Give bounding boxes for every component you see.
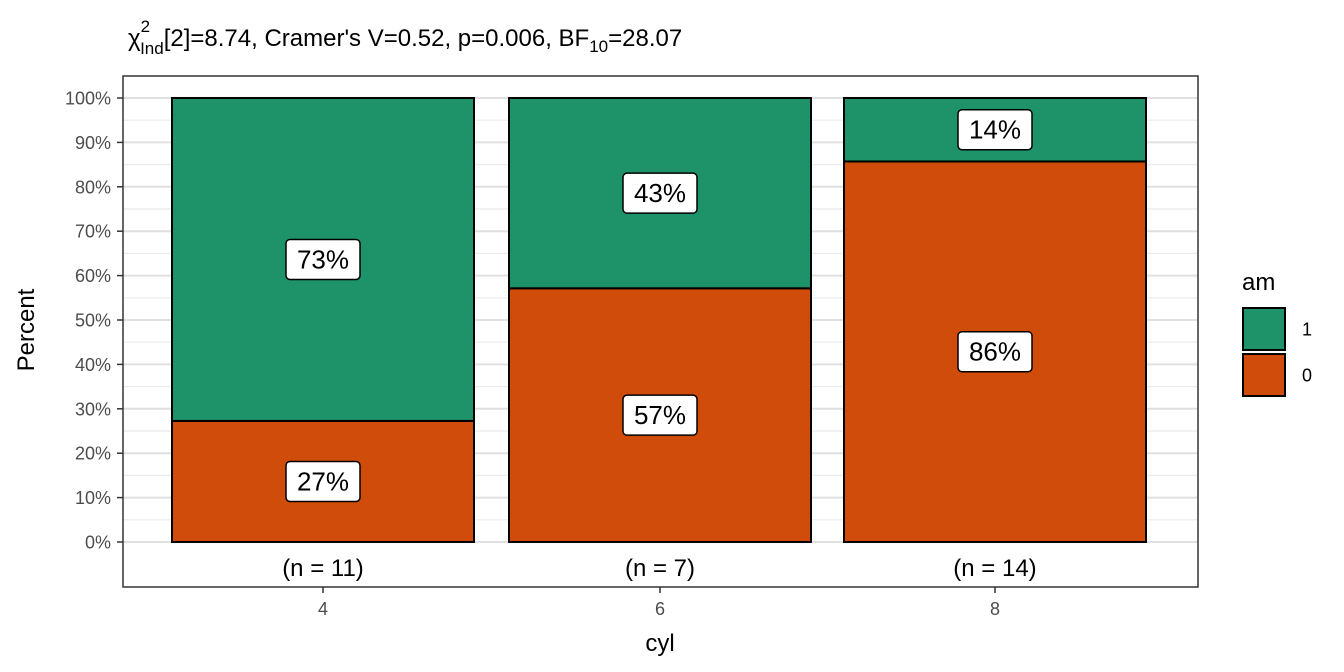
x-axis-title: cyl bbox=[645, 630, 674, 657]
chart-title-bf-sub: 10 bbox=[589, 37, 608, 56]
percent-label-6-am1: 43% bbox=[622, 172, 698, 214]
x-tick-label: 6 bbox=[655, 599, 665, 619]
y-axis-title: Percent bbox=[13, 288, 40, 371]
y-tick-label: 90% bbox=[75, 133, 111, 153]
plot-area: 0% 10% 20% 30% 40% 50% 60% 70% 80% 90% 100% 27% 73% (… bbox=[65, 75, 1199, 619]
legend: am 10 bbox=[1242, 269, 1312, 397]
y-tick-label: 40% bbox=[75, 355, 111, 375]
percent-label-text: 43% bbox=[634, 178, 686, 208]
chart-title-main: [2]=8.74, Cramer's V=0.52, p=0.006, BF bbox=[164, 25, 590, 52]
y-tick-label: 0% bbox=[85, 533, 111, 553]
percent-label-8-am1: 14% bbox=[957, 108, 1033, 151]
legend-label-am1: 1 bbox=[1302, 320, 1312, 340]
count-label-6: (n = 7) bbox=[625, 555, 695, 582]
count-label-4: (n = 11) bbox=[282, 555, 364, 582]
y-tick-label: 100% bbox=[65, 89, 111, 109]
legend-label-am0: 0 bbox=[1302, 366, 1312, 386]
legend-title: am bbox=[1242, 269, 1275, 296]
y-tick-label: 10% bbox=[75, 488, 111, 508]
percent-label-text: 57% bbox=[634, 400, 686, 430]
percent-label-4-am1: 73% bbox=[285, 238, 361, 281]
chart-title-sup: 2 bbox=[141, 17, 150, 36]
legend-key-am0 bbox=[1242, 353, 1286, 397]
y-tick-label: 60% bbox=[75, 266, 111, 286]
percent-label-text: 86% bbox=[969, 337, 1021, 367]
percent-label-text: 73% bbox=[297, 244, 349, 274]
percent-label-text: 14% bbox=[969, 115, 1021, 145]
y-tick-label: 20% bbox=[75, 444, 111, 464]
percent-label-box bbox=[957, 108, 1033, 151]
percent-label-box bbox=[622, 394, 698, 436]
percent-label-box bbox=[285, 460, 361, 503]
chart-title-sub: Ind bbox=[140, 39, 164, 58]
chart-title-chi: χ bbox=[128, 25, 141, 52]
y-tick-label: 70% bbox=[75, 222, 111, 242]
chart-title: χ2 Ind[2]=8.74, Cramer's V=0.52, p=0.006,… bbox=[128, 17, 682, 58]
legend-items: 10 bbox=[1242, 307, 1312, 397]
panel-border bbox=[122, 75, 1199, 588]
y-tick-label: 30% bbox=[75, 399, 111, 419]
count-label-8: (n = 14) bbox=[953, 555, 1036, 582]
chart-title-bf-value: =28.07 bbox=[608, 25, 682, 52]
y-tick-label: 80% bbox=[75, 177, 111, 197]
percent-label-8-am0: 86% bbox=[957, 330, 1033, 373]
percent-label-box bbox=[622, 172, 698, 214]
legend-key-am1 bbox=[1242, 307, 1286, 351]
percent-label-6-am0: 57% bbox=[622, 394, 698, 436]
percent-label-box bbox=[285, 238, 361, 281]
percent-label-box bbox=[957, 330, 1033, 373]
percent-label-text: 27% bbox=[297, 466, 349, 496]
x-tick-label: 4 bbox=[318, 599, 328, 619]
percent-label-4-am0: 27% bbox=[285, 460, 361, 503]
y-tick-label: 50% bbox=[75, 311, 111, 331]
x-tick-label: 8 bbox=[990, 599, 1000, 619]
